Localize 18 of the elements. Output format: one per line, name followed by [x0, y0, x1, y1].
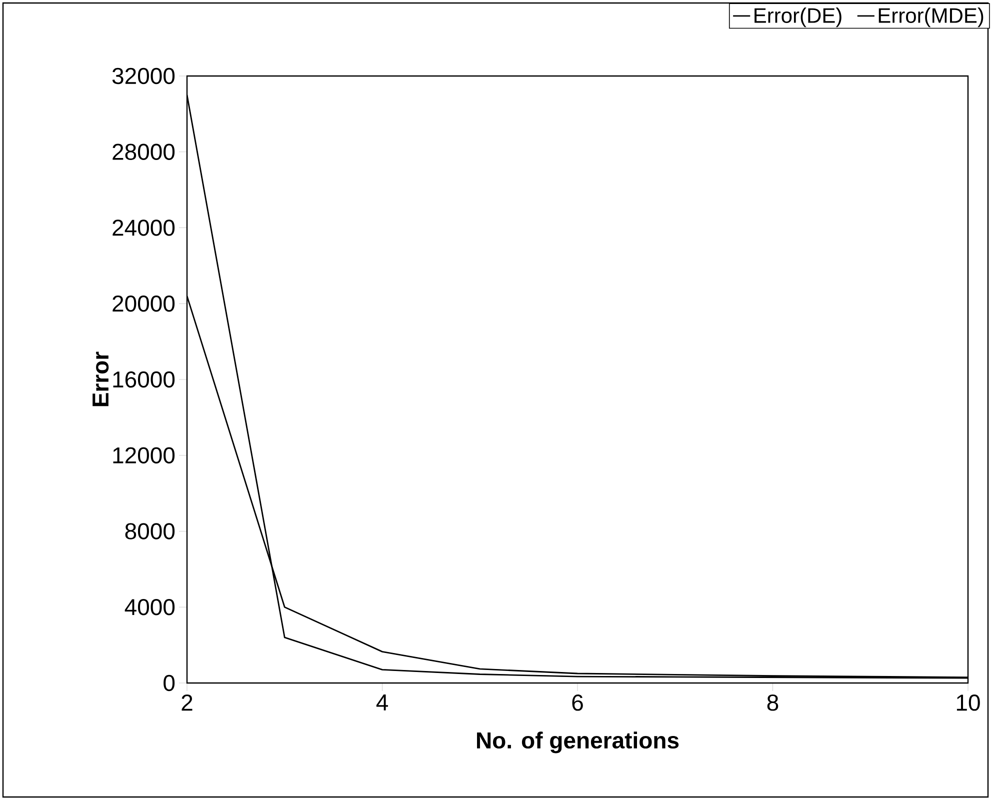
y-axis-title: Error [92, 352, 109, 406]
y-tick-label: 16000 [113, 371, 175, 388]
y-tick-label: 24000 [112, 220, 175, 236]
y-tick-label: 12000 [113, 447, 175, 464]
x-tick-label: 4 [376, 694, 388, 710]
y-tick-label: 8000 [125, 523, 175, 540]
x-tick-label: 6 [572, 694, 583, 711]
y-tick-label: 0 [164, 674, 175, 692]
y-tick-label: 32000 [112, 68, 175, 84]
y-tick-label: 20000 [112, 295, 175, 312]
x-tick-label: 8 [767, 694, 778, 711]
x-tick-label: 2 [182, 694, 192, 711]
legend-label: Error(MDE) [878, 8, 984, 28]
x-tick-label: 10 [956, 694, 980, 711]
y-tick-label: 4000 [124, 598, 175, 616]
x-axis-title: No. of generations [477, 732, 679, 754]
y-tick-label: 28000 [112, 144, 175, 160]
legend-label: Error(DE) [754, 8, 842, 28]
